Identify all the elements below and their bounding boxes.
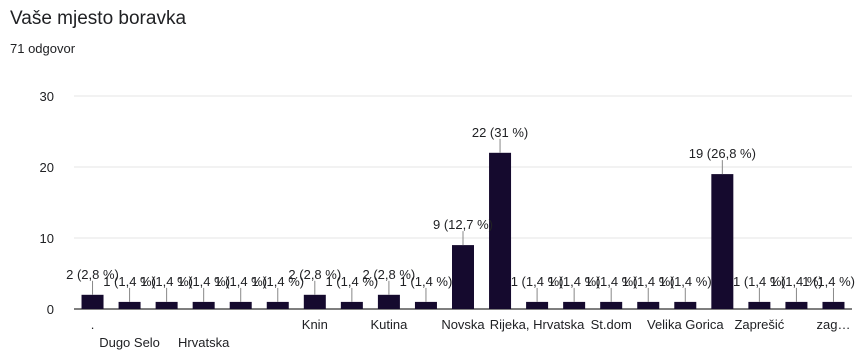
x-tick-label: Knin <box>302 317 328 332</box>
bar[interactable] <box>637 301 660 309</box>
x-tick-label: Rijeka, Hrvatska <box>490 317 585 332</box>
data-label: 1 (1,4 %) <box>400 274 453 289</box>
data-label: 19 (26,8 %) <box>689 146 756 161</box>
bar[interactable] <box>229 301 252 309</box>
x-tick-label: St.dom <box>591 317 632 332</box>
bar[interactable] <box>81 294 104 309</box>
data-label: 1 (1,4 %) <box>251 274 304 289</box>
bar[interactable] <box>748 301 771 309</box>
data-label: 1 (1,4 %) <box>548 274 601 289</box>
data-label: 2 (2,8 %) <box>66 267 119 282</box>
bar[interactable] <box>674 301 697 309</box>
y-tick-label: 10 <box>40 231 54 246</box>
y-tick-label: 0 <box>47 302 54 317</box>
bar[interactable] <box>600 301 623 309</box>
bar[interactable] <box>192 301 215 309</box>
x-tick-label: zag… <box>816 317 850 332</box>
bar[interactable] <box>785 301 808 309</box>
x-tick-label: Hrvatska <box>178 335 230 350</box>
data-label: 1 (1,4 %) <box>802 274 855 289</box>
x-tick-label: Kutina <box>370 317 408 332</box>
data-label: 1 (1,4 %) <box>733 274 786 289</box>
bar[interactable] <box>118 301 141 309</box>
bar[interactable] <box>563 301 586 309</box>
bar[interactable] <box>377 294 400 309</box>
x-tick-label: . <box>91 317 95 332</box>
data-label: 1 (1,4 %) <box>585 274 638 289</box>
data-label: 2 (2,8 %) <box>288 267 341 282</box>
bar[interactable] <box>414 301 437 309</box>
bar[interactable] <box>822 301 845 309</box>
data-label: 1 (1,4 %) <box>140 274 193 289</box>
data-label: 1 (1,4 %) <box>659 274 712 289</box>
y-tick-label: 20 <box>40 160 54 175</box>
bar[interactable] <box>155 301 178 309</box>
data-label: 2 (2,8 %) <box>363 267 416 282</box>
response-count: 71 odgovor <box>10 41 76 56</box>
data-label: 1 (1,4 %) <box>103 274 156 289</box>
data-label: 1 (1,4 %) <box>622 274 675 289</box>
x-tick-label: Zaprešić <box>734 317 784 332</box>
x-tick-label: Velika Gorica <box>647 317 724 332</box>
data-label: 9 (12,7 %) <box>433 217 493 232</box>
y-tick-label: 30 <box>40 89 54 104</box>
bar[interactable] <box>452 245 474 309</box>
bar[interactable] <box>711 174 734 309</box>
bar[interactable] <box>340 301 363 309</box>
x-tick-label: Dugo Selo <box>99 335 160 350</box>
data-label: 1 (1,4 %) <box>177 274 230 289</box>
chart-title: Vaše mjesto boravka <box>10 8 187 29</box>
data-label: 1 (1,4 %) <box>325 274 378 289</box>
data-label: 1 (1,4 %) <box>214 274 267 289</box>
data-label: 1 (1,4 %) <box>511 274 564 289</box>
data-label: 1 (1,4 %) <box>770 274 823 289</box>
bar[interactable] <box>266 301 289 309</box>
x-tick-label: Novska <box>441 317 485 332</box>
bar[interactable] <box>489 152 512 309</box>
data-label: 22 (31 %) <box>472 125 528 140</box>
bar[interactable] <box>303 294 326 309</box>
bar[interactable] <box>526 301 549 309</box>
